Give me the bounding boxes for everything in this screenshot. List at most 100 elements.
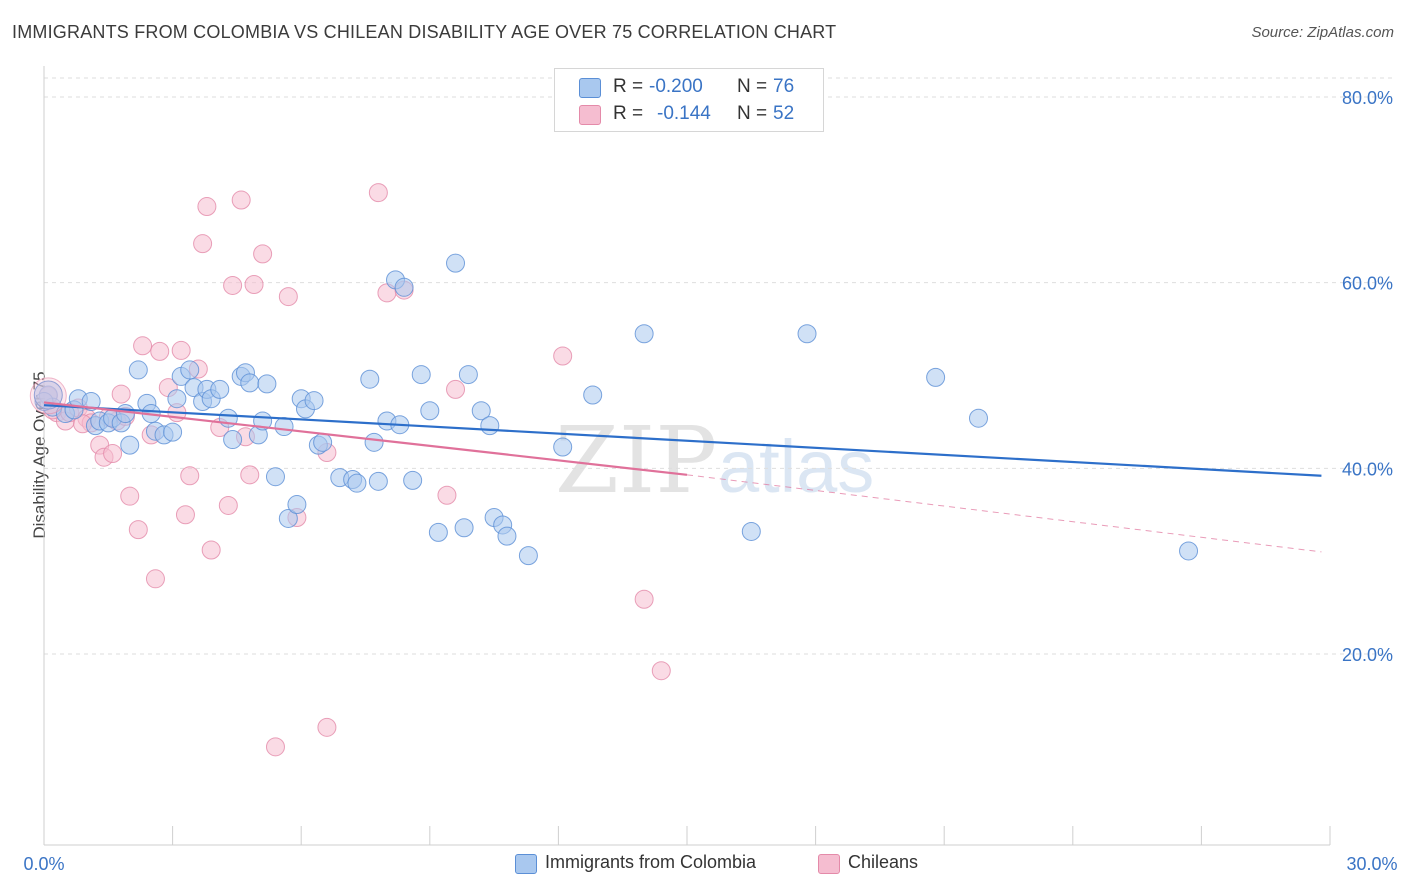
watermark-zip: ZIP	[555, 407, 717, 514]
source-label: Source: ZipAtlas.com	[1251, 24, 1394, 41]
point-colombia	[420, 401, 440, 421]
point-chileans	[103, 443, 123, 463]
point-colombia	[1179, 541, 1199, 561]
point-chileans	[634, 589, 654, 609]
legend-swatch-pink	[818, 854, 840, 874]
legend-n-value: 52	[773, 103, 795, 124]
x-tick-label: 0.0%	[23, 854, 64, 874]
point-colombia	[313, 432, 333, 452]
point-colombia	[458, 365, 478, 385]
point-colombia	[428, 522, 448, 542]
trend-line-chileans-extension	[686, 474, 1322, 553]
point-chileans	[368, 183, 388, 203]
y-tick-label: 40.0%	[1342, 459, 1393, 479]
legend-label-colombia: Immigrants from Colombia	[545, 852, 757, 872]
point-chileans	[278, 287, 298, 307]
point-chileans	[218, 495, 238, 515]
legend-n-label: N =	[737, 76, 768, 97]
point-colombia	[471, 401, 491, 421]
legend-r-label: R =	[613, 103, 644, 124]
point-chileans	[201, 540, 221, 560]
point-colombia	[347, 473, 367, 493]
point-colombia	[403, 470, 423, 490]
point-chileans	[171, 340, 191, 360]
legend-r-label: R =	[613, 76, 644, 97]
watermark-atlas: atlas	[718, 425, 874, 508]
point-colombia	[167, 389, 187, 409]
trend-line-colombia	[43, 404, 1322, 477]
point-colombia	[394, 277, 414, 297]
point-colombia	[163, 422, 183, 442]
point-chileans	[111, 384, 131, 404]
point-colombia	[287, 495, 307, 515]
point-colombia	[210, 379, 230, 399]
point-chileans	[175, 505, 195, 525]
legend-r-value: -0.144	[657, 103, 711, 124]
legend-label-chileans: Chileans	[848, 852, 919, 872]
point-chileans-cluster	[29, 377, 67, 415]
point-colombia	[480, 416, 500, 436]
point-chileans	[197, 197, 217, 217]
chart-title: IMMIGRANTS FROM COLOMBIA VS CHILEAN DISA…	[12, 22, 837, 42]
point-colombia	[360, 369, 380, 389]
point-colombia	[274, 417, 294, 437]
point-colombia	[120, 435, 140, 455]
point-chileans	[145, 569, 165, 589]
point-colombia	[926, 367, 946, 387]
point-colombia	[583, 385, 603, 405]
legend-n-value: 76	[773, 76, 795, 97]
legend-swatch-blue	[515, 854, 537, 874]
point-chileans	[317, 717, 337, 737]
point-colombia-cluster	[33, 380, 63, 410]
point-colombia	[128, 360, 148, 380]
y-tick-label: 80.0%	[1342, 88, 1393, 108]
point-chileans	[193, 234, 213, 254]
point-colombia	[368, 471, 388, 491]
point-colombia	[454, 518, 474, 538]
point-colombia	[180, 360, 200, 380]
y-tick-label: 20.0%	[1342, 645, 1393, 665]
point-colombia	[741, 521, 761, 541]
trend-line-chileans	[43, 401, 688, 476]
legend-n-label: N =	[737, 103, 768, 124]
point-chileans	[446, 379, 466, 399]
point-chileans	[265, 737, 285, 757]
point-colombia	[364, 432, 384, 452]
point-chileans	[180, 466, 200, 486]
point-chileans	[553, 346, 573, 366]
point-colombia	[411, 365, 431, 385]
point-chileans	[437, 485, 457, 505]
point-colombia	[240, 373, 260, 393]
y-tick-label: 60.0%	[1342, 274, 1393, 294]
point-chileans	[133, 336, 153, 356]
x-tick-label: 30.0%	[1346, 854, 1397, 874]
point-colombia	[446, 253, 466, 273]
point-colombia	[518, 546, 538, 566]
point-chileans	[651, 661, 671, 681]
point-colombia	[278, 508, 298, 528]
legend-swatch-pink	[579, 105, 601, 125]
point-colombia	[265, 467, 285, 487]
point-colombia	[257, 374, 277, 394]
point-colombia	[115, 404, 135, 424]
point-colombia	[497, 526, 517, 546]
point-colombia	[553, 437, 573, 457]
point-chileans	[240, 465, 260, 485]
point-colombia	[304, 391, 324, 411]
point-chileans	[244, 275, 264, 295]
legend-r-value: -0.200	[649, 76, 703, 97]
point-colombia	[634, 324, 654, 344]
point-colombia	[81, 391, 101, 411]
point-chileans	[231, 190, 251, 210]
correlation-legend: R = -0.200 N = 76 R = -0.144 N = 52	[554, 68, 824, 132]
point-colombia	[968, 408, 988, 428]
point-colombia	[797, 324, 817, 344]
point-chileans	[128, 520, 148, 540]
point-chileans	[253, 244, 273, 264]
point-chileans	[120, 486, 140, 506]
point-colombia	[223, 430, 243, 450]
point-chileans	[223, 275, 243, 295]
point-chileans	[150, 341, 170, 361]
legend-swatch-blue	[579, 78, 601, 98]
